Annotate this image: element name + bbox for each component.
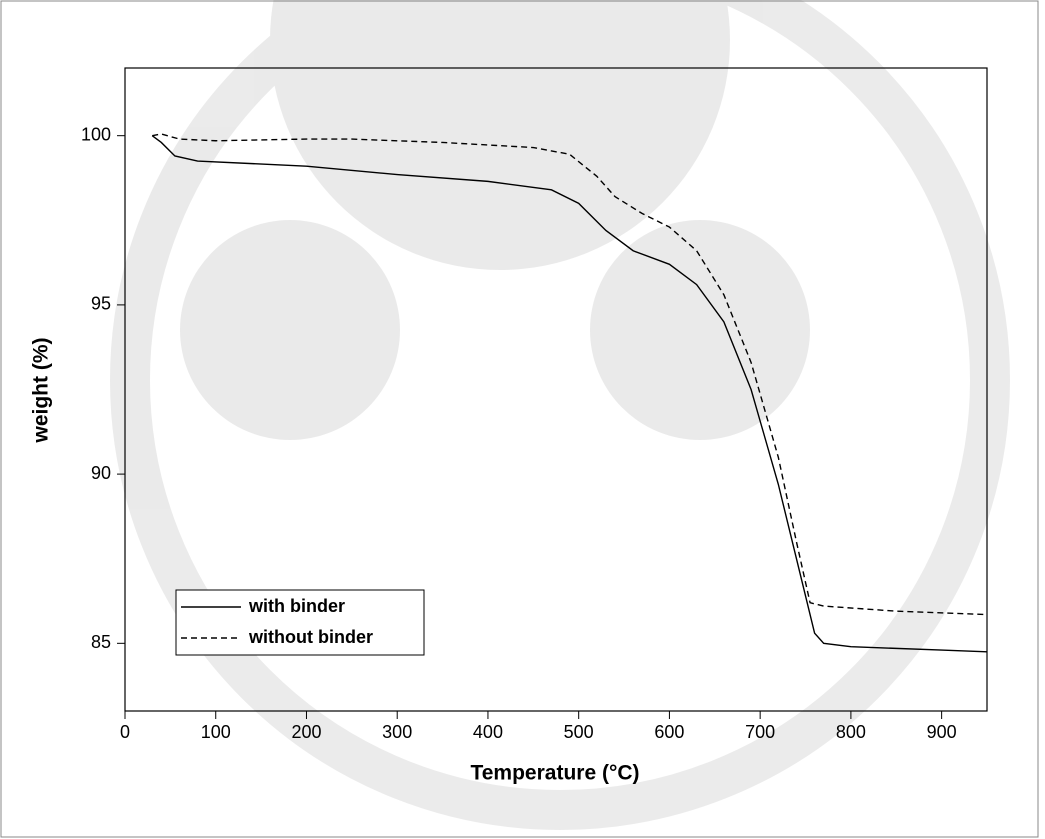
y-tick-label: 90 <box>91 463 111 483</box>
line-series <box>151 135 988 653</box>
x-tick-label: 900 <box>927 722 957 742</box>
x-tick-label: 500 <box>564 722 594 742</box>
x-tick-label: 800 <box>836 722 866 742</box>
x-tick-label: 100 <box>201 722 231 742</box>
x-tick-label: 0 <box>120 722 130 742</box>
legend: with binder without binder <box>175 589 425 656</box>
x-axis-label: Temperature (°C) <box>470 762 639 785</box>
x-tick-label: 400 <box>473 722 503 742</box>
y-tick-label: 95 <box>91 294 111 314</box>
legend-label: with binder <box>248 596 345 616</box>
legend-label: without binder <box>248 627 373 647</box>
watermark <box>110 0 1010 830</box>
plot-frame <box>124 67 988 712</box>
y-axis-label: weight (%) <box>30 338 53 444</box>
legend-box <box>175 589 425 656</box>
x-tick-label: 200 <box>291 722 321 742</box>
y-tick-label: 100 <box>81 124 111 144</box>
x-tick-label: 300 <box>382 722 412 742</box>
y-tick-label: 85 <box>91 632 111 652</box>
x-tick-label: 700 <box>745 722 775 742</box>
x-tick-label: 600 <box>654 722 684 742</box>
line-series <box>152 133 988 616</box>
